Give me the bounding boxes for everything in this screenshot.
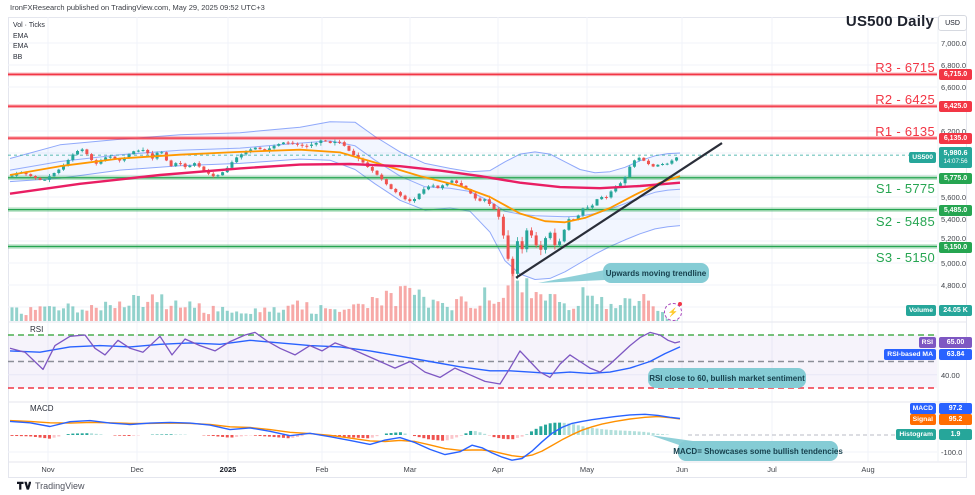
month-aug: Aug [861, 465, 875, 474]
flash-icon: ⚡ [664, 303, 682, 321]
tag-symbol: US500 [909, 152, 936, 163]
level-label-r2: R2 - 6425 [875, 92, 935, 107]
level-label-s1: S1 - 5775 [875, 181, 935, 196]
month-nov: Nov [41, 465, 55, 474]
tag-volume-value: 24.05 K [939, 305, 972, 316]
tradingview-logo [17, 481, 31, 490]
legend-volume: Vol · Ticks [13, 22, 45, 29]
tag-volume-label: Volume [905, 305, 936, 316]
level-label-r3: R3 - 6715 [875, 60, 935, 75]
tag-signal-value: 95.2 [939, 414, 972, 425]
level-label-r1: R1 - 6135 [875, 124, 935, 139]
tag-s3-price: 5,150.0 [939, 242, 972, 253]
tag-macd-value: 97.2 [939, 403, 972, 414]
currency-button[interactable]: USD [938, 15, 967, 31]
chart-title: US500 Daily [845, 13, 934, 30]
bar-countdown: 14:07:56 [943, 158, 968, 165]
last-price-tag: 5,980.6 14:07:56 [939, 147, 972, 168]
level-label-s2: S2 - 5485 [875, 214, 935, 229]
axis-macd-neg100: -100.0 [941, 448, 963, 457]
month-jul: Jul [767, 465, 777, 474]
tag-s1-price: 5,775.0 [939, 173, 972, 184]
published-line: IronFXResearch published on TradingView.… [10, 3, 265, 12]
macd-pane-label: MACD [30, 404, 54, 413]
callout-trendline: Upwards moving trendline [603, 263, 709, 283]
axis-price-5600: 5,600.0 [941, 193, 967, 202]
tag-rsi-ma-value: 63.84 [939, 349, 972, 360]
axis-price-6200: 6,200.0 [941, 127, 967, 136]
month-feb: Feb [315, 465, 329, 474]
last-price: 5,980.6 [943, 148, 968, 157]
axis-price-7000: 7,000.0 [941, 39, 967, 48]
tag-rsi-value: 65.00 [939, 337, 972, 348]
tag-r3-price: 6,715.0 [939, 69, 972, 80]
axis-price-5000: 5,000.0 [941, 259, 967, 268]
callout-rsi: RSI close to 60, bullish market sentimen… [648, 368, 806, 388]
tag-rsi-ma-label: RSI-based MA [884, 349, 936, 360]
tradingview-attribution[interactable]: TradingView [17, 481, 85, 491]
callout-macd: MACD= Showcases some bullish tendencies [673, 441, 843, 461]
tag-macd-label: MACD [909, 403, 936, 414]
tag-r1-price: 6,135.0 [939, 133, 972, 144]
tag-signal-label: Signal [909, 414, 936, 425]
axis-price-5400: 5,400.0 [941, 215, 967, 224]
month-apr: Apr [492, 465, 504, 474]
tag-histogram-label: Histogram [896, 429, 936, 440]
month-2025: 2025 [219, 465, 237, 474]
rsi-pane-label: RSI [30, 325, 44, 334]
tradingview-wordmark: TradingView [35, 481, 85, 491]
month-jun: Jun [675, 465, 689, 474]
axis-price-5200: 5,200.0 [941, 234, 967, 243]
axis-price-6800: 6,800.0 [941, 61, 967, 70]
axis-price-4800: 4,800.0 [941, 281, 967, 290]
month-dec: Dec [130, 465, 144, 474]
flash-notification-dot [678, 302, 682, 306]
tag-rsi-label: RSI [918, 337, 936, 348]
tag-s2-price: 5,485.0 [939, 205, 972, 216]
tag-histogram-value: 1.9 [939, 429, 972, 440]
level-label-s3: S3 - 5150 [875, 250, 935, 265]
legend-bb: BB [13, 53, 23, 61]
legend-ema2: EMA [13, 43, 29, 50]
month-mar: Mar [403, 465, 417, 474]
tag-r2-price: 6,425.0 [939, 101, 972, 112]
axis-rsi-40: 40.00 [941, 371, 960, 380]
month-may: May [579, 465, 595, 474]
axis-price-6600: 6,600.0 [941, 83, 967, 92]
indicator-legend: Vol · Ticks EMA EMA BB [13, 21, 45, 63]
legend-ema1: EMA [13, 32, 29, 40]
